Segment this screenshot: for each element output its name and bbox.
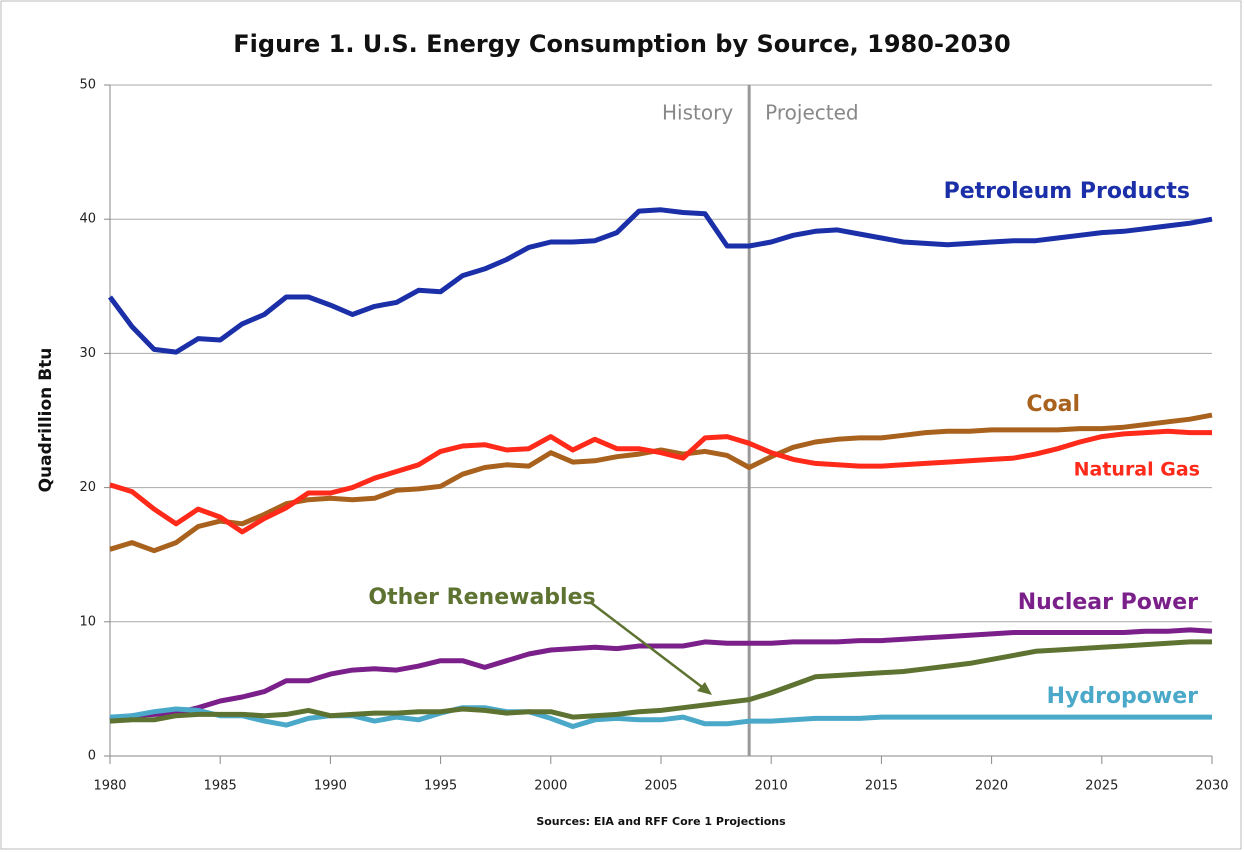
- x-tick-label: 2025: [1085, 779, 1118, 794]
- series-label: Petroleum Products: [944, 179, 1190, 204]
- x-tick-label: 1985: [204, 779, 237, 794]
- x-tick-label: 1990: [314, 779, 347, 794]
- series-label: Other Renewables: [368, 585, 595, 610]
- x-tick-label: 2015: [865, 779, 898, 794]
- series-line: [109, 639, 1212, 724]
- y-tick-label: 50: [79, 78, 96, 93]
- series-line: [109, 428, 1212, 535]
- x-tick-label: 2020: [975, 779, 1008, 794]
- y-tick-label: 30: [79, 346, 96, 361]
- annotation: History: [662, 101, 733, 125]
- x-tick-label: 2005: [644, 779, 677, 794]
- series-label: Hydropower: [1047, 684, 1199, 709]
- annotation-arrow: [589, 601, 707, 691]
- series-label: Coal: [1026, 392, 1080, 417]
- x-tick-label: 2030: [1195, 779, 1228, 794]
- y-tick-label: 0: [88, 749, 96, 764]
- series-label: Natural Gas: [1074, 459, 1200, 481]
- x-tick-label: 1980: [93, 779, 126, 794]
- x-tick-label: 2000: [534, 779, 567, 794]
- series-label: Nuclear Power: [1018, 590, 1198, 615]
- annotation: Projected: [765, 101, 858, 125]
- series-line: [109, 627, 1213, 723]
- x-tick-label: 2010: [755, 779, 788, 794]
- y-tick-label: 40: [79, 212, 96, 227]
- y-axis-label: Quadrillion Btu: [36, 348, 56, 493]
- arrow-head: [697, 682, 712, 695]
- series-line: [109, 705, 1212, 729]
- y-tick-label: 20: [79, 480, 96, 495]
- x-tick-label: 1995: [424, 779, 457, 794]
- chart-title: Figure 1. U.S. Energy Consumption by Sou…: [233, 30, 1010, 58]
- source-note: Sources: EIA and RFF Core 1 Projections: [536, 815, 786, 828]
- y-tick-label: 10: [79, 614, 96, 629]
- series-line: [107, 207, 1213, 355]
